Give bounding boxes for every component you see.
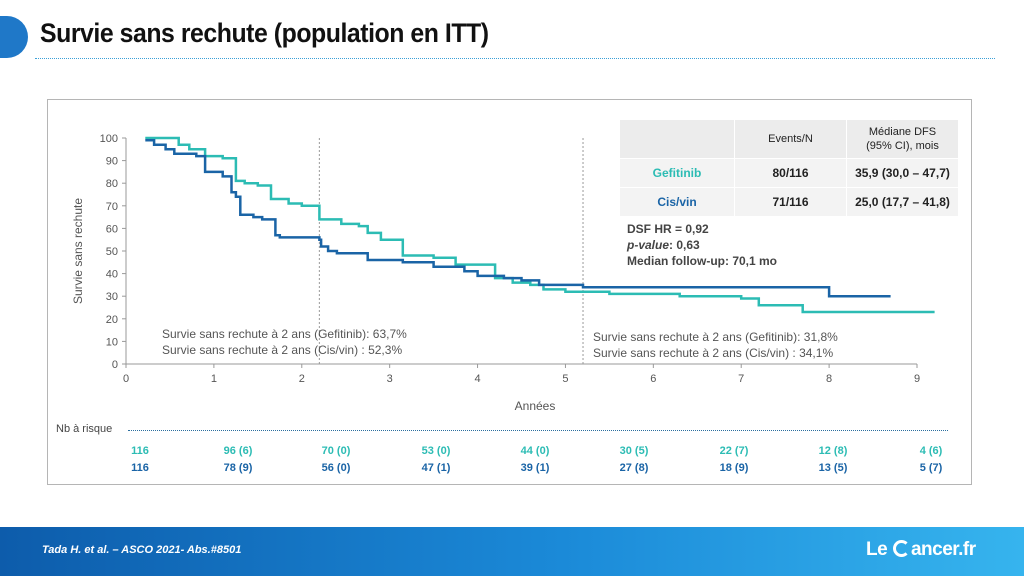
y-tick-label: 90 bbox=[106, 156, 118, 168]
stats-events-gefitinib: 80/116 bbox=[734, 158, 847, 188]
logo-text-right: ancer.fr bbox=[910, 539, 976, 560]
y-axis-label: Survie sans rechute bbox=[71, 198, 85, 304]
y-tick-label: 20 bbox=[106, 314, 118, 326]
y-tick-label: 10 bbox=[106, 336, 118, 348]
y-tick-label: 100 bbox=[100, 133, 118, 145]
x-tick-label: 4 bbox=[474, 373, 480, 385]
annotation-5yr-cisvin: Survie sans rechute à 2 ans (Cis/vin) : … bbox=[593, 346, 834, 360]
stats-header-blank bbox=[619, 119, 735, 159]
at-risk-cisvin: 13 (5) bbox=[818, 462, 848, 474]
logo-c-icon bbox=[892, 540, 910, 557]
footer-bar: Tada H. et al. – ASCO 2021- Abs.#8501 Le… bbox=[0, 527, 1024, 576]
stats-row-gefitinib: Gefitinib 80/116 35,9 (30,0 – 47,7) bbox=[619, 158, 959, 188]
followup-text: Median follow-up: 70,1 mo bbox=[627, 254, 778, 268]
hazard-ratio-text: DSF HR = 0,92 bbox=[627, 222, 709, 236]
annotation-2yr-gefitinib: Survie sans rechute à 2 ans (Gefitinib):… bbox=[162, 327, 407, 341]
stats-header-median: Médiane DFS (95% CI), mois bbox=[846, 119, 959, 159]
title-divider bbox=[35, 58, 995, 59]
at-risk-label: Nb à risque bbox=[56, 423, 113, 435]
chart-series bbox=[145, 136, 935, 314]
at-risk-cisvin: 39 (1) bbox=[520, 462, 550, 474]
y-tick-label: 40 bbox=[106, 269, 118, 281]
stats-header-row: Events/N Médiane DFS (95% CI), mois bbox=[619, 119, 959, 159]
at-risk-gefitinib: 30 (5) bbox=[619, 445, 649, 457]
at-risk-cisvin: 47 (1) bbox=[421, 462, 451, 474]
at-risk-cisvin: 78 (9) bbox=[223, 462, 253, 474]
logo-text-left: Le bbox=[866, 539, 888, 560]
lecancer-logo: Le ancer.fr bbox=[866, 539, 976, 561]
x-tick-label: 7 bbox=[738, 373, 744, 385]
at-risk-cisvin: 5 (7) bbox=[919, 462, 943, 474]
stats-median-cisvin: 25,0 (17,7 – 41,8) bbox=[846, 187, 959, 217]
at-risk-cisvin: 27 (8) bbox=[619, 462, 649, 474]
x-tick-label: 6 bbox=[650, 373, 656, 385]
x-tick-label: 9 bbox=[914, 373, 920, 385]
at-risk-gefitinib: 53 (0) bbox=[421, 445, 451, 457]
at-risk-gefitinib: 44 (0) bbox=[520, 445, 550, 457]
stats-row-cisvin: Cis/vin 71/116 25,0 (17,7 – 41,8) bbox=[619, 187, 959, 217]
y-tick-label: 0 bbox=[112, 359, 118, 371]
pvalue-value: : 0,63 bbox=[669, 238, 700, 252]
y-tick-label: 60 bbox=[106, 223, 118, 235]
at-risk-cisvin: 56 (0) bbox=[321, 462, 351, 474]
at-risk-gefitinib: 116 bbox=[131, 445, 149, 457]
at-risk-gefitinib: 4 (6) bbox=[919, 445, 943, 457]
x-tick-label: 3 bbox=[387, 373, 393, 385]
y-tick-label: 50 bbox=[106, 246, 118, 258]
at-risk-divider bbox=[128, 430, 948, 431]
stats-header-events: Events/N bbox=[734, 119, 847, 159]
chart-axes: 0 10 20 30 40 50 60 70 80 90 100 0 1 2 3 4 5 6 7 8 9 bbox=[100, 133, 920, 385]
x-tick-label: 2 bbox=[299, 373, 305, 385]
stats-arm-gefitinib: Gefitinib bbox=[619, 158, 735, 188]
chart-panel bbox=[47, 99, 972, 485]
at-risk-gefitinib: 12 (8) bbox=[818, 445, 848, 457]
y-tick-label: 70 bbox=[106, 201, 118, 213]
stats-events-cisvin: 71/116 bbox=[734, 187, 847, 217]
y-tick-label: 80 bbox=[106, 178, 118, 190]
stats-arm-cisvin: Cis/vin bbox=[619, 187, 735, 217]
at-risk-cisvin: 116 bbox=[131, 462, 149, 474]
at-risk-gefitinib: 70 (0) bbox=[321, 445, 351, 457]
x-tick-label: 0 bbox=[123, 373, 129, 385]
series-line-cisvin bbox=[145, 139, 891, 298]
x-axis-label: Années bbox=[515, 399, 556, 413]
stats-table: Events/N Médiane DFS (95% CI), mois Gefi… bbox=[619, 119, 959, 217]
stats-median-gefitinib: 35,9 (30,0 – 47,7) bbox=[846, 158, 959, 188]
series-line-gefitinib bbox=[145, 136, 935, 314]
at-risk-gefitinib: 96 (6) bbox=[223, 445, 253, 457]
x-tick-label: 5 bbox=[562, 373, 568, 385]
citation-text: Tada H. et al. – ASCO 2021- Abs.#8501 bbox=[42, 544, 242, 556]
pvalue-text: p-value: 0,63 bbox=[627, 238, 700, 252]
x-tick-label: 1 bbox=[211, 373, 217, 385]
annotation-2yr-cisvin: Survie sans rechute à 2 ans (Cis/vin) : … bbox=[162, 343, 403, 357]
x-tick-label: 8 bbox=[826, 373, 832, 385]
page-title: Survie sans rechute (population en ITT) bbox=[40, 18, 489, 48]
annotation-5yr-gefitinib: Survie sans rechute à 2 ans (Gefitinib):… bbox=[593, 330, 838, 344]
at-risk-gefitinib: 22 (7) bbox=[719, 445, 749, 457]
y-tick-label: 30 bbox=[106, 291, 118, 303]
pvalue-label: p-value bbox=[627, 238, 670, 252]
at-risk-cisvin: 18 (9) bbox=[719, 462, 749, 474]
